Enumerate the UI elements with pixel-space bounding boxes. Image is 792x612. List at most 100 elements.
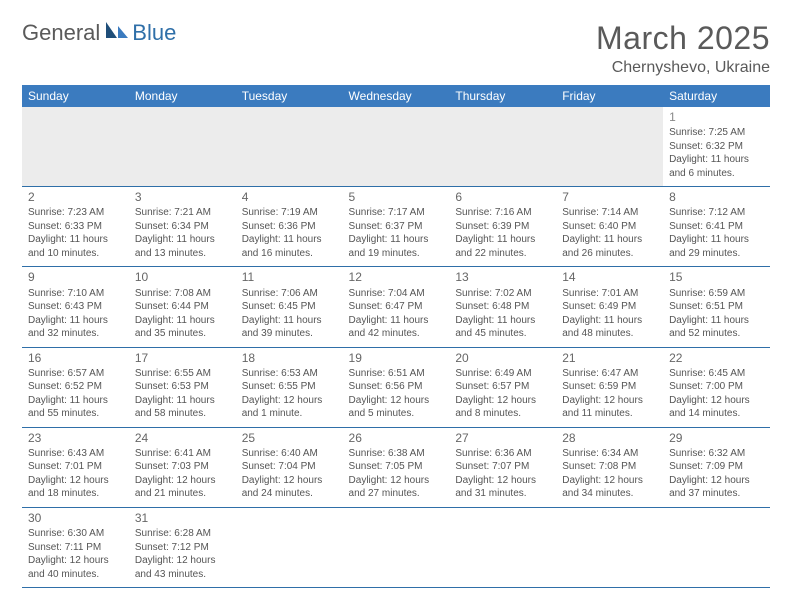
day-info-line: Sunrise: 6:40 AM <box>242 447 337 461</box>
day-info-line: and 40 minutes. <box>28 568 123 582</box>
day-cell <box>129 107 236 187</box>
col-thursday: Thursday <box>449 85 556 107</box>
day-number: 29 <box>669 430 764 446</box>
day-info-line: Sunset: 6:44 PM <box>135 300 230 314</box>
day-number: 3 <box>135 189 230 205</box>
day-info-line: Sunrise: 7:17 AM <box>349 206 444 220</box>
day-cell: 18Sunrise: 6:53 AMSunset: 6:55 PMDayligh… <box>236 347 343 427</box>
day-info-line: and 34 minutes. <box>562 487 657 501</box>
day-number: 11 <box>242 269 337 285</box>
day-info-line: Sunrise: 7:16 AM <box>455 206 550 220</box>
day-info-line: Sunset: 7:03 PM <box>135 460 230 474</box>
day-info-line: Daylight: 11 hours <box>562 314 657 328</box>
day-info-line: Sunrise: 7:12 AM <box>669 206 764 220</box>
day-info-line: Sunset: 6:41 PM <box>669 220 764 234</box>
day-cell <box>343 507 450 587</box>
day-info-line: and 58 minutes. <box>135 407 230 421</box>
day-info-line: Daylight: 12 hours <box>349 474 444 488</box>
day-cell: 22Sunrise: 6:45 AMSunset: 7:00 PMDayligh… <box>663 347 770 427</box>
day-cell: 3Sunrise: 7:21 AMSunset: 6:34 PMDaylight… <box>129 187 236 267</box>
day-number: 21 <box>562 350 657 366</box>
day-number: 26 <box>349 430 444 446</box>
day-info-line: and 6 minutes. <box>669 167 764 181</box>
day-info-line: and 27 minutes. <box>349 487 444 501</box>
day-info-line: Daylight: 12 hours <box>562 474 657 488</box>
day-info-line: Sunrise: 6:41 AM <box>135 447 230 461</box>
day-info-line: Sunset: 6:32 PM <box>669 140 764 154</box>
day-cell: 13Sunrise: 7:02 AMSunset: 6:48 PMDayligh… <box>449 267 556 347</box>
logo-text-1: General <box>22 20 100 46</box>
day-info-line: Daylight: 12 hours <box>135 474 230 488</box>
day-info-line: and 35 minutes. <box>135 327 230 341</box>
day-info-line: Daylight: 12 hours <box>455 394 550 408</box>
day-info-line: Sunset: 7:05 PM <box>349 460 444 474</box>
day-cell <box>343 107 450 187</box>
day-info-line: Sunrise: 6:34 AM <box>562 447 657 461</box>
day-info-line: Sunset: 6:55 PM <box>242 380 337 394</box>
day-info-line: Sunrise: 6:38 AM <box>349 447 444 461</box>
day-info-line: Sunrise: 7:06 AM <box>242 287 337 301</box>
day-number: 8 <box>669 189 764 205</box>
day-info-line: Sunset: 6:40 PM <box>562 220 657 234</box>
day-info-line: Sunset: 7:09 PM <box>669 460 764 474</box>
day-info-line: Sunrise: 6:32 AM <box>669 447 764 461</box>
day-info-line: Sunrise: 6:53 AM <box>242 367 337 381</box>
day-cell: 1Sunrise: 7:25 AMSunset: 6:32 PMDaylight… <box>663 107 770 187</box>
day-info-line: Sunset: 6:57 PM <box>455 380 550 394</box>
day-cell: 20Sunrise: 6:49 AMSunset: 6:57 PMDayligh… <box>449 347 556 427</box>
day-info-line: Sunset: 6:43 PM <box>28 300 123 314</box>
week-row: 16Sunrise: 6:57 AMSunset: 6:52 PMDayligh… <box>22 347 770 427</box>
day-info-line: Sunrise: 6:57 AM <box>28 367 123 381</box>
day-info-line: and 22 minutes. <box>455 247 550 261</box>
day-info-line: Sunrise: 7:02 AM <box>455 287 550 301</box>
col-saturday: Saturday <box>663 85 770 107</box>
day-info-line: Sunrise: 6:28 AM <box>135 527 230 541</box>
day-info-line: and 14 minutes. <box>669 407 764 421</box>
day-info-line: Daylight: 12 hours <box>562 394 657 408</box>
day-info-line: and 26 minutes. <box>562 247 657 261</box>
day-cell: 15Sunrise: 6:59 AMSunset: 6:51 PMDayligh… <box>663 267 770 347</box>
week-row: 9Sunrise: 7:10 AMSunset: 6:43 PMDaylight… <box>22 267 770 347</box>
week-row: 30Sunrise: 6:30 AMSunset: 7:11 PMDayligh… <box>22 507 770 587</box>
day-number: 5 <box>349 189 444 205</box>
day-number: 24 <box>135 430 230 446</box>
day-info-line: and 5 minutes. <box>349 407 444 421</box>
day-info-line: Daylight: 11 hours <box>28 233 123 247</box>
day-info-line: Sunset: 6:52 PM <box>28 380 123 394</box>
col-sunday: Sunday <box>22 85 129 107</box>
day-info-line: Sunset: 6:53 PM <box>135 380 230 394</box>
day-cell: 24Sunrise: 6:41 AMSunset: 7:03 PMDayligh… <box>129 427 236 507</box>
day-info-line: and 39 minutes. <box>242 327 337 341</box>
day-cell: 28Sunrise: 6:34 AMSunset: 7:08 PMDayligh… <box>556 427 663 507</box>
day-info-line: Daylight: 11 hours <box>349 314 444 328</box>
day-info-line: and 21 minutes. <box>135 487 230 501</box>
day-info-line: and 48 minutes. <box>562 327 657 341</box>
location: Chernyshevo, Ukraine <box>596 59 770 77</box>
day-number: 10 <box>135 269 230 285</box>
day-number: 18 <box>242 350 337 366</box>
day-cell: 26Sunrise: 6:38 AMSunset: 7:05 PMDayligh… <box>343 427 450 507</box>
day-cell <box>236 507 343 587</box>
day-info-line: and 10 minutes. <box>28 247 123 261</box>
day-info-line: Daylight: 12 hours <box>242 474 337 488</box>
day-cell: 17Sunrise: 6:55 AMSunset: 6:53 PMDayligh… <box>129 347 236 427</box>
day-number: 17 <box>135 350 230 366</box>
day-number: 27 <box>455 430 550 446</box>
day-info-line: and 52 minutes. <box>669 327 764 341</box>
day-cell: 8Sunrise: 7:12 AMSunset: 6:41 PMDaylight… <box>663 187 770 267</box>
day-cell: 30Sunrise: 6:30 AMSunset: 7:11 PMDayligh… <box>22 507 129 587</box>
day-number: 4 <box>242 189 337 205</box>
day-info-line: Sunset: 6:33 PM <box>28 220 123 234</box>
day-info-line: Sunset: 6:39 PM <box>455 220 550 234</box>
day-info-line: Daylight: 12 hours <box>135 554 230 568</box>
logo: General Blue <box>22 20 176 46</box>
day-info-line: Sunrise: 6:59 AM <box>669 287 764 301</box>
day-info-line: Sunrise: 7:01 AM <box>562 287 657 301</box>
day-info-line: and 11 minutes. <box>562 407 657 421</box>
day-info-line: Daylight: 12 hours <box>242 394 337 408</box>
day-info-line: Daylight: 12 hours <box>669 474 764 488</box>
day-cell <box>663 507 770 587</box>
day-number: 14 <box>562 269 657 285</box>
day-info-line: Sunrise: 6:47 AM <box>562 367 657 381</box>
day-info-line: Daylight: 11 hours <box>669 233 764 247</box>
